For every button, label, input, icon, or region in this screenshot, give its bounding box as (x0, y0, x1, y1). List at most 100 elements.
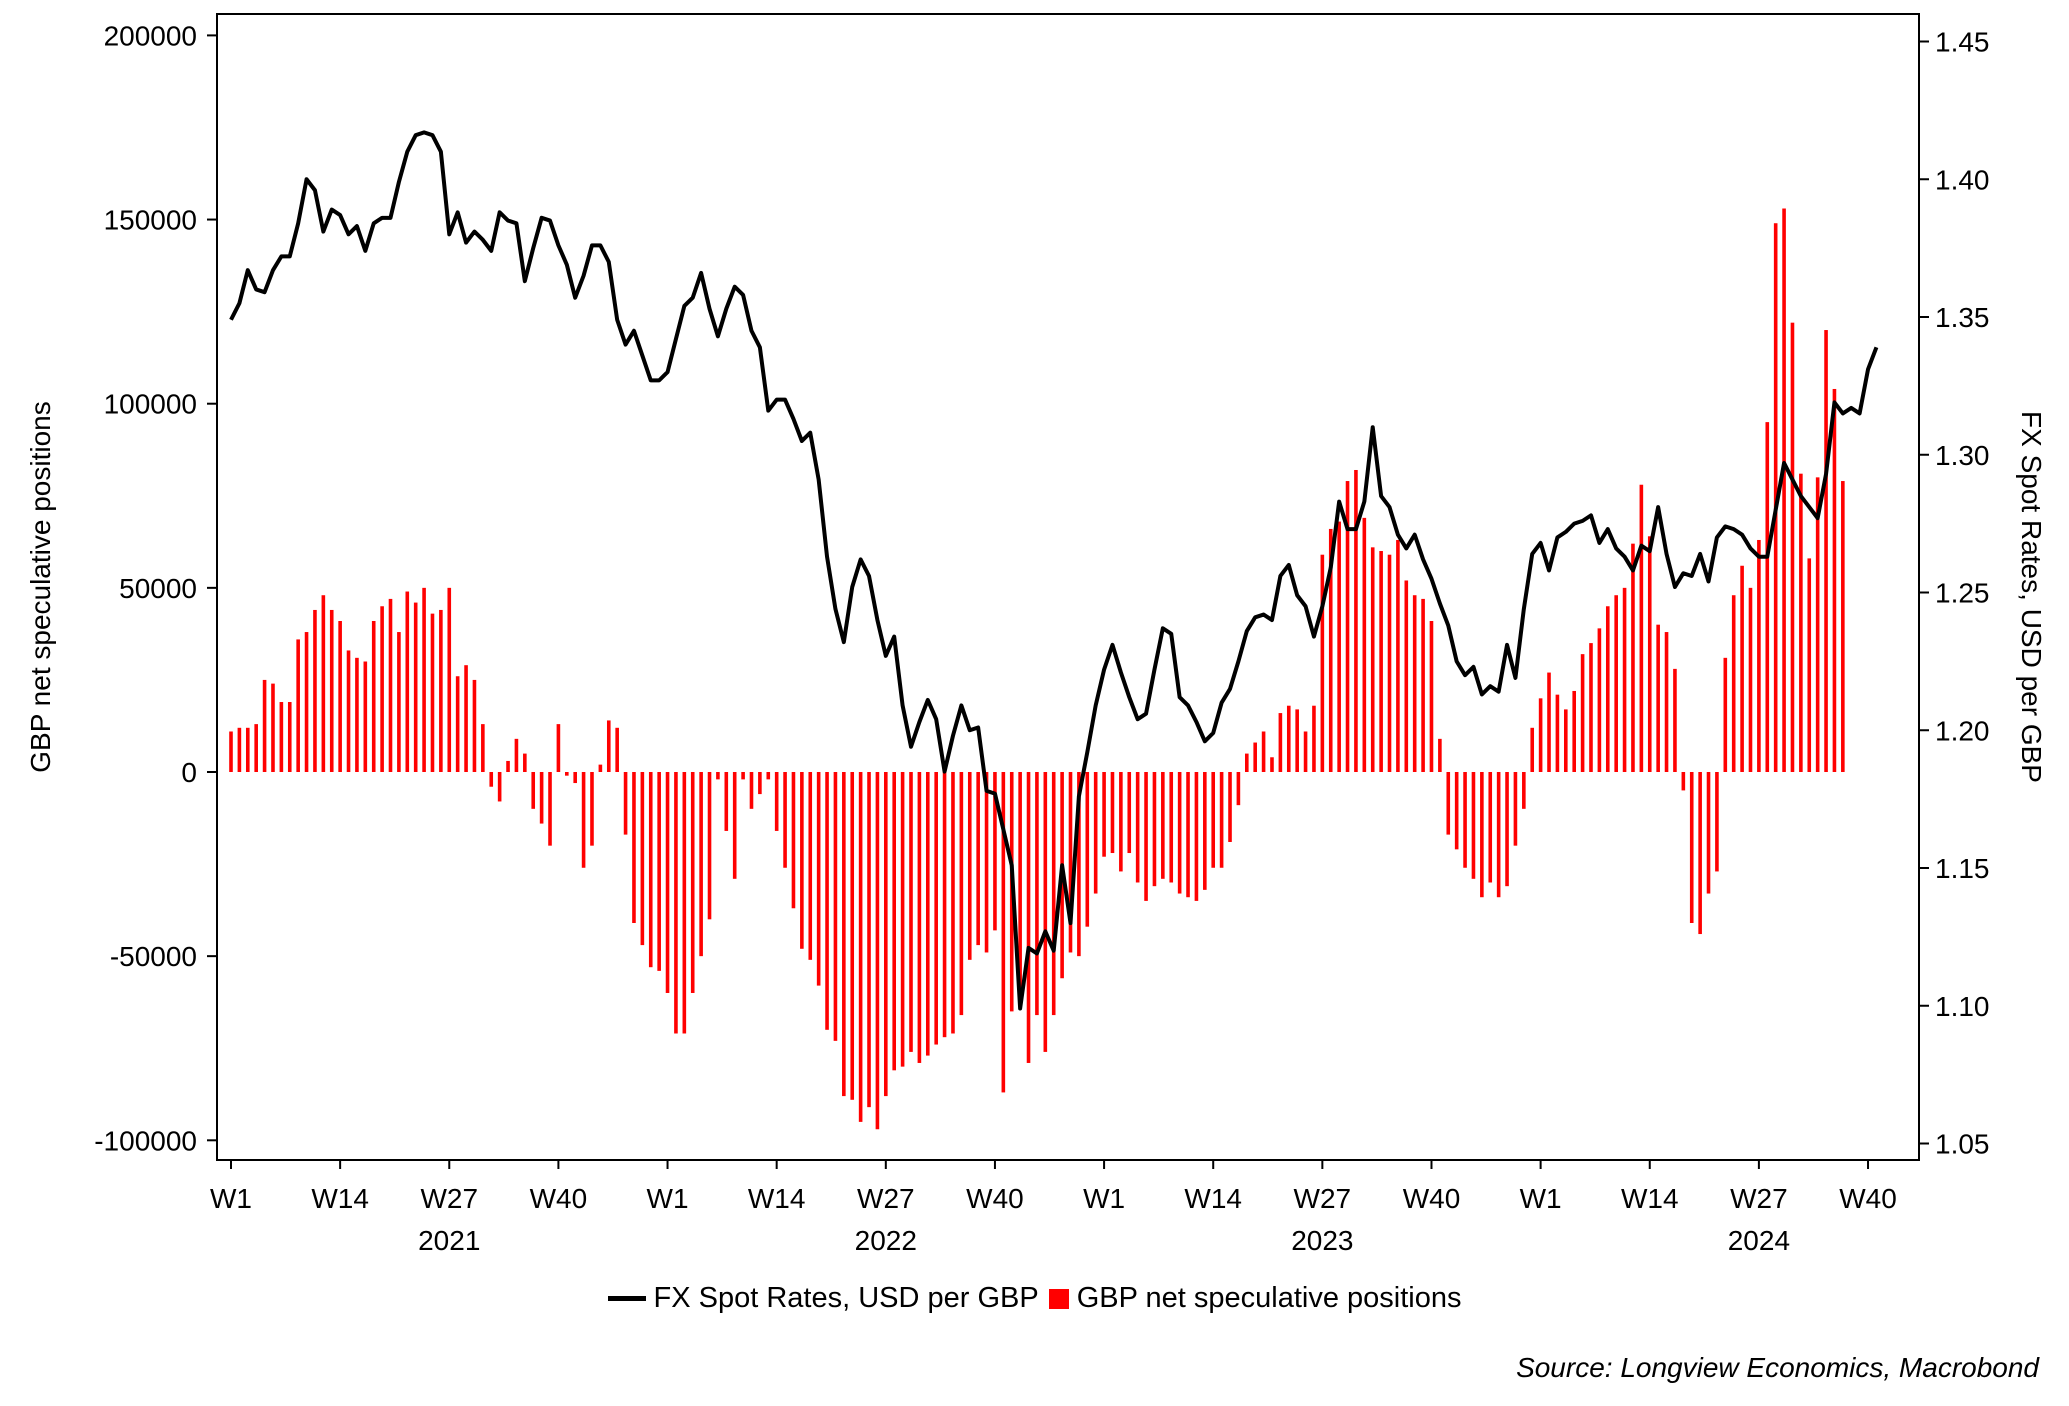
bar (1051, 772, 1056, 1016)
bar (657, 772, 661, 971)
bar (1320, 554, 1325, 772)
bar (271, 683, 275, 772)
left-tick-label: 200000 (104, 20, 197, 51)
legend-label-fx: FX Spot Rates, USD per GBP (653, 1282, 1039, 1314)
bar (472, 679, 477, 772)
bar (229, 731, 233, 772)
bar (800, 772, 804, 949)
bar (363, 661, 368, 772)
bar (623, 772, 628, 835)
bar (548, 772, 552, 846)
bar (993, 772, 997, 931)
right-tick-label: 1.25 (1935, 578, 1990, 609)
x-tick-label: W1 (647, 1183, 689, 1214)
right-tick-label: 1.40 (1935, 164, 1990, 195)
bar (808, 772, 813, 960)
bar (1127, 772, 1132, 854)
bar (1723, 657, 1728, 772)
bar (1043, 772, 1048, 1052)
bar (1261, 731, 1266, 772)
bar (766, 772, 771, 780)
bar (1790, 322, 1795, 772)
bar (556, 724, 561, 772)
bar (606, 720, 611, 772)
bar (1337, 521, 1341, 772)
bar (1572, 690, 1576, 772)
bar (984, 772, 989, 953)
bar (1740, 565, 1744, 772)
bar (439, 609, 443, 772)
source-note: Source: Longview Economics, Macrobond (1516, 1352, 2039, 1383)
x-tick-label: W14 (748, 1183, 806, 1214)
bar (1664, 632, 1669, 772)
bar (1639, 484, 1644, 772)
bar (1253, 742, 1257, 772)
bar (1035, 772, 1039, 1016)
bar (1715, 772, 1719, 872)
bar (1757, 539, 1761, 772)
bar (245, 727, 250, 772)
bar (262, 679, 267, 772)
bar (590, 772, 594, 846)
bar (1245, 753, 1249, 772)
bar (237, 727, 242, 772)
right-tick-label: 1.45 (1935, 27, 1990, 58)
bar (791, 772, 796, 909)
line-series (229, 130, 1879, 1011)
bar (1689, 772, 1694, 923)
bar (304, 632, 309, 772)
right-tick-label: 1.35 (1935, 302, 1990, 333)
bar (1597, 628, 1602, 772)
bar (497, 772, 502, 802)
bar (816, 772, 821, 986)
bar (1152, 772, 1157, 887)
bar (1605, 606, 1610, 772)
bar (833, 772, 838, 1041)
bar (690, 772, 695, 993)
left-tick-label: 50000 (119, 573, 197, 604)
bar (1832, 388, 1837, 772)
x-tick-label: W40 (1839, 1183, 1897, 1214)
bar (1286, 705, 1291, 772)
bar (296, 639, 300, 772)
x-year-label: 2023 (1291, 1225, 1353, 1256)
fx-rate-line (229, 130, 1879, 1011)
bar (1328, 528, 1333, 772)
bar (699, 772, 703, 957)
bar (447, 587, 452, 772)
bar (1295, 709, 1299, 772)
legend-label-positions: GBP net speculative positions (1076, 1282, 1462, 1314)
right-tick-label: 1.05 (1935, 1129, 1990, 1160)
x-tick-label: W27 (420, 1183, 478, 1214)
bar (934, 772, 938, 1045)
bar (1647, 536, 1652, 772)
bar (1841, 481, 1845, 772)
bar (682, 772, 687, 1034)
right-axis: 1.45 1.40 1.35 1.30 1.25 1.20 1.15 1.10 1.05 (1919, 27, 1990, 1160)
bar (1454, 772, 1459, 850)
bar (707, 772, 712, 920)
right-tick-label: 1.30 (1935, 440, 1990, 471)
bar (430, 613, 435, 772)
bar (1211, 772, 1216, 868)
x-tick-label: W14 (311, 1183, 369, 1214)
bar (1480, 772, 1484, 898)
bar (1538, 698, 1543, 772)
bar (1077, 772, 1081, 957)
bar (598, 764, 603, 772)
x-tick-label: W27 (857, 1183, 915, 1214)
legend-line-swatch (607, 1296, 646, 1301)
bar (1270, 757, 1274, 772)
bar (313, 609, 317, 772)
bar (1177, 772, 1182, 894)
left-axis-title: GBP net speculative positions (25, 401, 56, 772)
bar (1194, 772, 1199, 901)
bar (1471, 772, 1476, 879)
bar (355, 657, 359, 772)
bar (1614, 595, 1618, 772)
bar (565, 772, 569, 776)
bar (1656, 624, 1660, 772)
bar (573, 772, 577, 784)
x-tick-label: W14 (1184, 1183, 1242, 1214)
